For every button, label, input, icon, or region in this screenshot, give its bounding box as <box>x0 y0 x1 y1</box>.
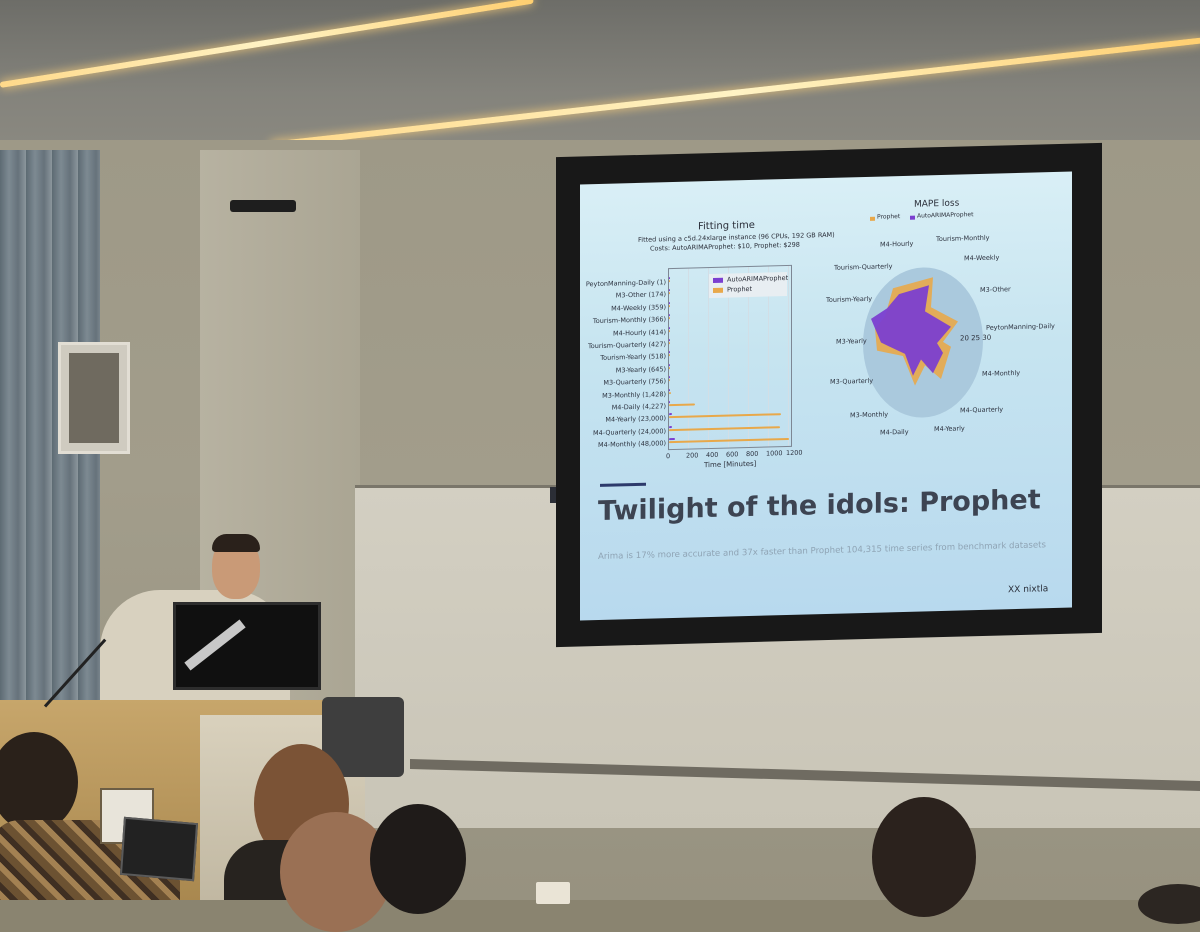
radar-axis-label: M4-Weekly <box>964 253 1000 263</box>
bar-prophet <box>669 329 670 332</box>
presenter-hair <box>212 534 260 552</box>
radar-title: MAPE loss <box>914 198 960 210</box>
bar-autoarima <box>669 326 670 329</box>
bar-autoarima <box>669 413 672 416</box>
nixtla-logo: XX nixtla <box>1008 584 1049 596</box>
bar-prophet <box>669 391 671 394</box>
radar-axis-label: M3-Other <box>980 285 1011 294</box>
category-label: M4-Monthly (48,000) <box>598 439 666 450</box>
bar-autoarima <box>669 438 675 441</box>
radar-axis-label: M4-Hourly <box>880 239 914 249</box>
bar-autoarima <box>669 314 670 317</box>
bar-prophet <box>669 438 789 444</box>
x-tick-label: 400 <box>706 450 719 460</box>
podium-monitor <box>173 602 321 690</box>
bar-prophet <box>669 317 670 320</box>
radar-axis-label: M4-Daily <box>880 427 909 437</box>
bar-chart-plot-area: AutoARIMAProphet Prophet <box>668 264 792 451</box>
audience-head <box>872 797 976 917</box>
bar-prophet <box>669 304 670 307</box>
radar-axis-label: M3-Yearly <box>836 336 867 346</box>
bar-autoarima <box>669 339 670 342</box>
bar-prophet <box>669 366 670 369</box>
bar-prophet <box>669 342 670 345</box>
x-tick-label: 1000 <box>766 449 783 458</box>
radar-axis-label: Tourism-Yearly <box>826 294 873 304</box>
category-label: Tourism-Monthly (366) <box>592 315 666 326</box>
bar-prophet <box>669 292 670 295</box>
audience-head <box>0 732 78 832</box>
security-camera <box>230 200 296 212</box>
slide-headline: Twilight of the idols: Prophet <box>598 484 1041 527</box>
presentation-slide: Fitting time Fitted using a c5d.24xlarge… <box>580 171 1072 621</box>
x-tick-label: 0 <box>666 452 671 461</box>
bar-autoarima <box>669 401 670 404</box>
category-label: M3-Quarterly (756) <box>603 377 666 388</box>
bar-prophet <box>669 403 695 407</box>
audience-head <box>370 804 466 914</box>
radar-axis-label: M4-Yearly <box>934 424 965 434</box>
radar-area-autoarima <box>871 285 951 376</box>
x-tick-label: 1200 <box>786 448 803 458</box>
bar-prophet <box>669 354 670 357</box>
category-label: M4-Daily (4,227) <box>611 402 666 412</box>
headline-accent-bar <box>600 482 646 487</box>
radar-axis-label: PeytonManning-Daily <box>986 322 1055 332</box>
legend-label: Prophet <box>727 284 753 294</box>
bar-autoarima <box>669 289 670 292</box>
radar-axis-label: Tourism-Quarterly <box>834 262 893 272</box>
radar-legend-swatch-autoarima <box>910 215 915 220</box>
category-label: M4-Yearly (23,000) <box>605 414 666 425</box>
legend-swatch-prophet <box>713 287 723 293</box>
category-label: PeytonManning-Daily (1) <box>585 278 666 289</box>
ceiling-light <box>0 0 534 88</box>
x-axis-label: Time [Minutes] <box>704 459 757 470</box>
category-label: Tourism-Yearly (518) <box>600 352 666 363</box>
bar-prophet <box>669 379 670 382</box>
radar-legend-label: Prophet <box>877 213 901 221</box>
radar-chart <box>871 277 958 386</box>
bar-prophet <box>669 280 670 283</box>
bar-autoarima <box>669 363 670 366</box>
bar-prophet <box>669 426 780 431</box>
bar-prophet <box>669 413 781 419</box>
radar-ticks: 20 25 30 <box>960 333 992 343</box>
chart-legend: AutoARIMAProphet Prophet <box>709 272 789 299</box>
ceiling-light <box>269 37 1200 148</box>
x-tick-label: 800 <box>746 449 759 459</box>
category-label: M4-Hourly (414) <box>613 327 666 338</box>
radar-axis-label: Tourism-Monthly <box>936 233 990 244</box>
bar-autoarima <box>669 277 670 280</box>
bar-autoarima <box>669 351 670 354</box>
audience-laptop <box>119 816 199 882</box>
category-label: M3-Other (174) <box>615 290 666 300</box>
bar-autoarima <box>669 376 670 379</box>
bar-autoarima <box>669 388 670 391</box>
category-label: M3-Monthly (1,428) <box>602 389 666 400</box>
category-label: M4-Quarterly (24,000) <box>593 426 666 437</box>
radar-legend-swatch-prophet <box>870 216 875 221</box>
radar-axis-label: M3-Quarterly <box>830 376 874 386</box>
radar-axis-label: M4-Monthly <box>982 368 1021 378</box>
radar-axis-label: M3-Monthly <box>850 410 889 420</box>
bar-autoarima <box>669 301 670 304</box>
radar-axis-label: M4-Quarterly <box>960 405 1004 415</box>
slide-subtext: Arima is 17% more accurate and 37x faste… <box>598 540 1047 562</box>
category-label: Tourism-Quarterly (427) <box>587 340 666 351</box>
legend-label: AutoARIMAProphet <box>727 273 789 284</box>
audience-head <box>1138 884 1200 924</box>
category-label: M4-Weekly (359) <box>611 302 666 313</box>
legend-swatch-autoarima <box>713 277 723 283</box>
chart-title: Fitting time <box>698 219 755 233</box>
wall-speaker <box>58 342 130 454</box>
x-tick-label: 200 <box>686 451 699 460</box>
bar-autoarima <box>669 425 673 428</box>
x-tick-label: 600 <box>726 450 739 459</box>
category-label: M3-Yearly (645) <box>615 364 666 375</box>
radar-legend-label: AutoARIMAProphet <box>917 211 974 220</box>
coffee-cup <box>536 882 570 904</box>
